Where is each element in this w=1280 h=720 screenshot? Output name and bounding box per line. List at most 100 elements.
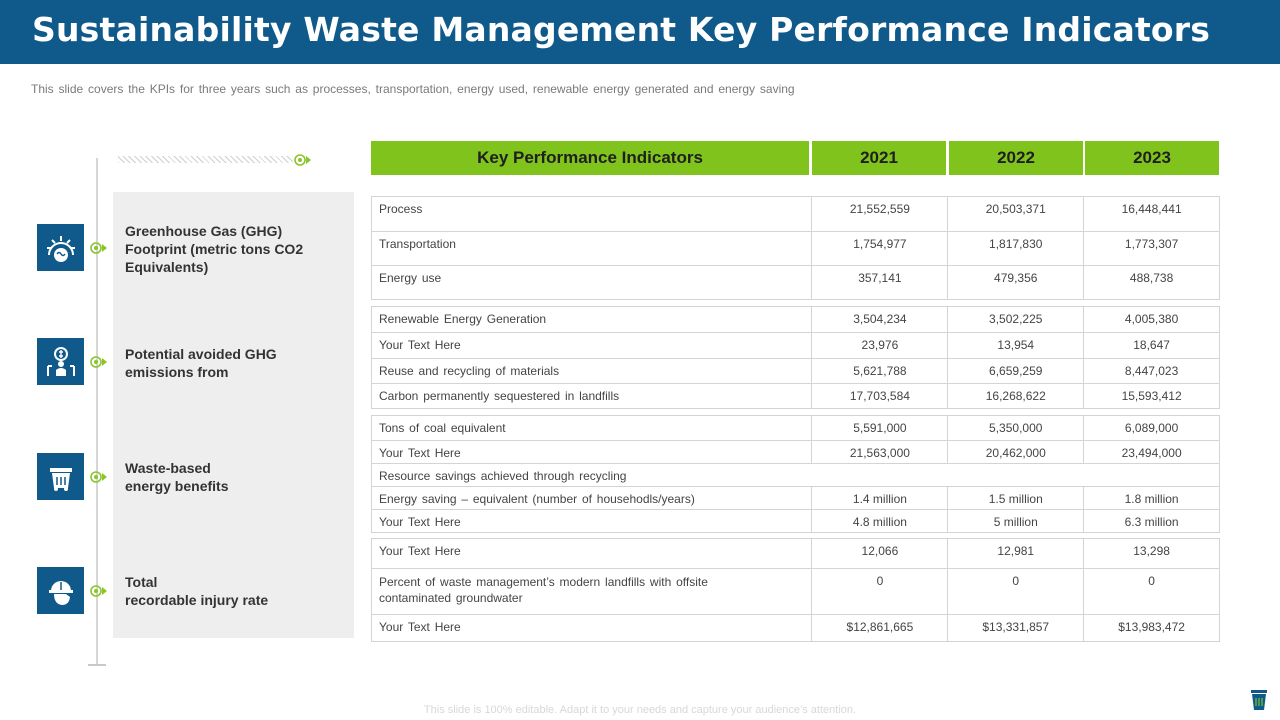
- table-row: Percent of waste management’s modern lan…: [372, 568, 1219, 614]
- earth-heat-icon: [46, 235, 75, 262]
- row-label: Your Text Here: [379, 620, 461, 634]
- cell-2022: 12,981: [947, 539, 1083, 568]
- kpi-group-injury-rate: Your Text Here 12,066 12,981 13,298 Perc…: [371, 538, 1220, 642]
- cell-2021: 4.8 million: [811, 510, 947, 532]
- row-label: Percent of waste management’s modern lan…: [379, 575, 708, 605]
- cell-2021: 5,591,000: [811, 416, 947, 440]
- cell-2023: 16,448,441: [1083, 197, 1219, 231]
- table-row: Your Text Here 21,563,000 20,462,000 23,…: [372, 440, 1219, 463]
- cell-2021: 5,621,788: [811, 359, 947, 383]
- category-label-avoided-ghg: Potential avoided GHG emissions from: [125, 346, 277, 380]
- cell-2023: 23,494,000: [1083, 441, 1219, 463]
- table-row: Your Text Here $12,861,665 $13,331,857 $…: [372, 614, 1219, 641]
- cell-2022: 6,659,259: [947, 359, 1083, 383]
- cell-2023: 4,005,380: [1083, 307, 1219, 332]
- cell-2022: 1,817,830: [947, 232, 1083, 265]
- timeline-node-icon: [90, 242, 107, 254]
- cell-2022: 20,503,371: [947, 197, 1083, 231]
- table-row: Transportation 1,754,977 1,817,830 1,773…: [372, 231, 1219, 265]
- cell-2023: 18,647: [1083, 333, 1219, 358]
- cell-2022: 1.5 million: [947, 487, 1083, 509]
- row-label: Renewable Energy Generation: [379, 312, 547, 326]
- cell-2021: 3,504,234: [811, 307, 947, 332]
- timeline-node-icon: [90, 356, 107, 368]
- table-row: Your Text Here 4.8 million 5 million 6.3…: [372, 509, 1219, 532]
- category-label-injury-rate: Total recordable injury rate: [125, 574, 269, 608]
- table-row: Reuse and recycling of materials 5,621,7…: [372, 358, 1219, 383]
- cell-2022: $13,331,857: [947, 615, 1083, 641]
- row-label: Your Text Here: [379, 446, 461, 460]
- row-label: Process: [379, 202, 423, 216]
- cell-2021: 1.4 million: [811, 487, 947, 509]
- kpi-group-avoided-ghg: Renewable Energy Generation 3,504,234 3,…: [371, 306, 1220, 409]
- title-bar: Sustainability Waste Management Key Perf…: [0, 0, 1280, 64]
- cell-2022: 3,502,225: [947, 307, 1083, 332]
- cell-2022: 0: [947, 569, 1083, 614]
- cell-2023: 1,773,307: [1083, 232, 1219, 265]
- cell-2021: $12,861,665: [811, 615, 947, 641]
- cell-2021: 21,552,559: [811, 197, 947, 231]
- cell-2021: 357,141: [811, 266, 947, 299]
- footer-note: This slide is 100% editable. Adapt it to…: [423, 704, 857, 716]
- row-label: Carbon permanently sequestered in landfi…: [379, 389, 620, 403]
- category-label-waste-energy: Waste-based energy benefits: [125, 460, 229, 494]
- header-kpi: Key Performance Indicators: [371, 141, 809, 175]
- timeline-node-icon: [90, 585, 107, 597]
- table-row: Energy saving – equivalent (number of ho…: [372, 486, 1219, 509]
- category-icon-box: [37, 224, 84, 271]
- cell-2022: 5,350,000: [947, 416, 1083, 440]
- category-icon-box: [37, 567, 84, 614]
- row-label: Energy use: [379, 271, 442, 285]
- cell-2023: 13,298: [1083, 539, 1219, 568]
- kpi-group-ghg: Process 21,552,559 20,503,371 16,448,441…: [371, 196, 1220, 300]
- cell-2023: 488,738: [1083, 266, 1219, 299]
- cell-2023: 8,447,023: [1083, 359, 1219, 383]
- kpi-group-waste-energy: Tons of coal equivalent 5,591,000 5,350,…: [371, 415, 1220, 533]
- cell-2021: 17,703,584: [811, 384, 947, 408]
- cell-2022: 16,268,622: [947, 384, 1083, 408]
- table-row: Resource savings achieved through recycl…: [372, 463, 1219, 486]
- cell-2023: 15,593,412: [1083, 384, 1219, 408]
- cell-2021: 0: [811, 569, 947, 614]
- cell-2023: 0: [1083, 569, 1219, 614]
- hatched-connector: [118, 156, 293, 163]
- row-label: Transportation: [379, 237, 456, 251]
- cell-2023: $13,983,472: [1083, 615, 1219, 641]
- row-label: Your Text Here: [379, 544, 461, 558]
- worker-helmet-icon: [48, 580, 73, 605]
- page-title: Sustainability Waste Management Key Perf…: [32, 10, 1211, 49]
- cell-2023: 1.8 million: [1083, 487, 1219, 509]
- waste-bin-icon: [49, 467, 72, 491]
- table-row: Your Text Here 12,066 12,981 13,298: [372, 539, 1219, 568]
- table-row: Tons of coal equivalent 5,591,000 5,350,…: [372, 416, 1219, 440]
- table-row: Renewable Energy Generation 3,504,234 3,…: [372, 307, 1219, 332]
- cell-2021: 23,976: [811, 333, 947, 358]
- table-row: Carbon permanently sequestered in landfi…: [372, 383, 1219, 408]
- category-icon-box: [37, 453, 84, 500]
- header-year-2022: 2022: [949, 141, 1083, 175]
- row-label: Energy saving – equivalent (number of ho…: [379, 492, 695, 506]
- header-year-2021: 2021: [812, 141, 946, 175]
- timeline-line: [96, 158, 98, 665]
- timeline-end-cap: [88, 664, 106, 666]
- corner-bin-icon: [1251, 690, 1267, 710]
- cell-2021: 12,066: [811, 539, 947, 568]
- cell-2021: 21,563,000: [811, 441, 947, 463]
- cell-2023: 6,089,000: [1083, 416, 1219, 440]
- category-label-ghg: Greenhouse Gas (GHG) Footprint (metric t…: [125, 223, 304, 275]
- cell-2022: 479,356: [947, 266, 1083, 299]
- subtitle: This slide covers the KPIs for three yea…: [31, 82, 795, 96]
- row-label: Your Text Here: [379, 515, 461, 529]
- cell-2023: 6.3 million: [1083, 510, 1219, 532]
- target-node-icon: [294, 154, 311, 166]
- row-label: Reuse and recycling of materials: [379, 364, 560, 378]
- table-row: Your Text Here 23,976 13,954 18,647: [372, 332, 1219, 358]
- cell-2022: 5 million: [947, 510, 1083, 532]
- cell-2022: 13,954: [947, 333, 1083, 358]
- cell-2022: 20,462,000: [947, 441, 1083, 463]
- row-label: Tons of coal equivalent: [379, 421, 506, 435]
- category-icon-box: [37, 338, 84, 385]
- row-label-spanning: Resource savings achieved through recycl…: [379, 469, 627, 483]
- cell-2021: 1,754,977: [811, 232, 947, 265]
- table-row: Process 21,552,559 20,503,371 16,448,441: [372, 197, 1219, 231]
